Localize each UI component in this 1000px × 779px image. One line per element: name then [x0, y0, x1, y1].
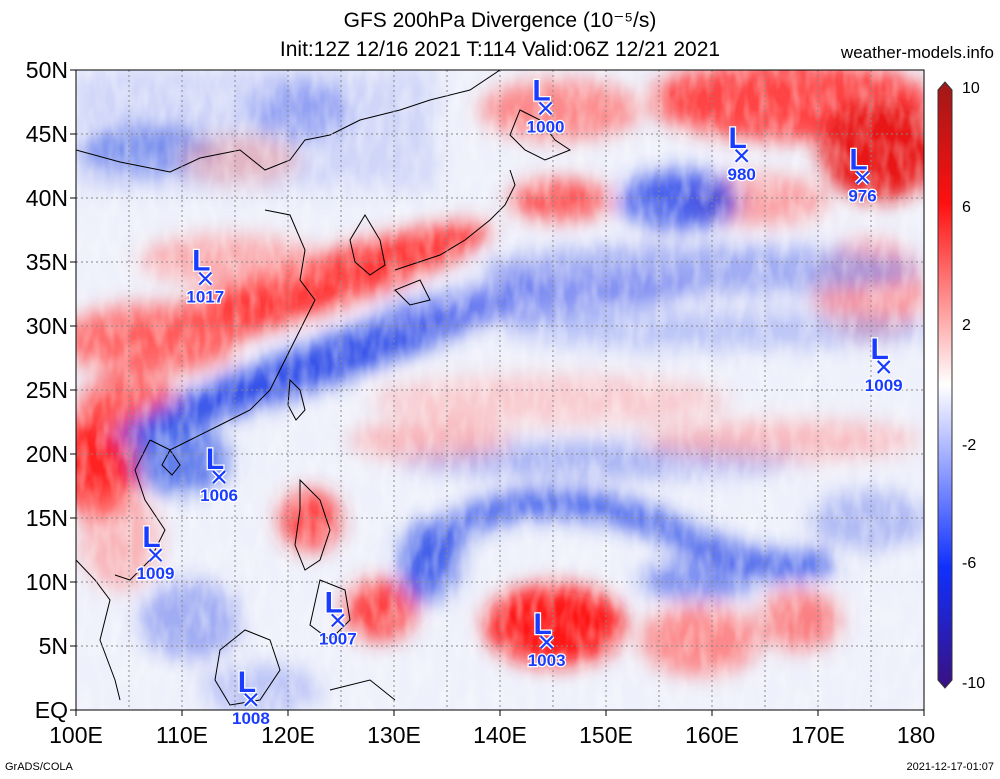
low-pressure-value: 1008 — [232, 709, 270, 728]
low-pressure-marker: L 1003 — [526, 607, 566, 672]
low-pressure-value: 1003 — [528, 651, 566, 670]
low-pressure-value: 1006 — [200, 486, 238, 505]
low-center-cross — [244, 692, 258, 707]
low-letter: L — [192, 245, 210, 278]
low-pressure-value: 1007 — [319, 629, 357, 648]
colorbar-label-10: 10 — [962, 80, 980, 97]
low-letter: L — [533, 608, 551, 641]
low-pressure-markers: L 1000 L 980 L 976 L 1017 L 1009 L 1006 L 1009 L 1007 L 1… — [135, 73, 904, 730]
lat-label-10n: 10N — [25, 569, 68, 595]
low-center-cross — [855, 170, 870, 185]
lat-label-35n: 35N — [25, 249, 68, 275]
low-pressure-marker: L 1006 — [199, 442, 239, 507]
low-pressure-marker: L 1008 — [231, 665, 271, 730]
low-pressure-marker: L 976 — [847, 142, 878, 207]
low-letter: L — [206, 443, 224, 476]
low-pressure-value: 1017 — [186, 288, 224, 307]
low-pressure-marker: L 1000 — [525, 73, 565, 137]
low-pressure-value: 1000 — [527, 117, 565, 136]
low-pressure-marker: L 1017 — [185, 243, 225, 308]
axis-ticks — [70, 69, 925, 716]
low-center-cross — [212, 470, 226, 484]
lon-label-140e: 140E — [473, 722, 527, 748]
lat-label-25n: 25N — [25, 377, 68, 403]
low-center-cross — [539, 635, 554, 649]
lat-label-20n: 20N — [25, 441, 68, 467]
site-label: weather-models.info — [840, 43, 994, 62]
lon-label-120e: 120E — [261, 722, 315, 748]
low-pressure-marker: L 1007 — [318, 585, 358, 650]
lat-label-eq: EQ — [34, 697, 68, 723]
lat-label-40n: 40N — [25, 185, 68, 211]
colorbar-label-neg2: -2 — [962, 437, 977, 454]
lat-label-30n: 30N — [25, 313, 68, 339]
lat-label-15n: 15N — [25, 505, 68, 531]
low-letter: L — [238, 666, 256, 699]
low-pressure-marker: L 980 — [726, 121, 757, 186]
low-letter: L — [871, 333, 889, 366]
lat-label-50n: 50N — [25, 57, 68, 83]
low-center-cross — [198, 271, 213, 286]
low-pressure-value: 976 — [848, 187, 876, 206]
lon-label-110e: 110E — [155, 722, 208, 748]
generation-timestamp: 2021-12-17-01:07 — [906, 761, 994, 773]
low-letter: L — [142, 521, 160, 554]
colorbar — [937, 81, 953, 689]
low-center-cross — [331, 613, 345, 628]
low-letter: L — [849, 144, 867, 177]
lon-label-100e: 100E — [49, 722, 103, 748]
low-pressure-value: 1009 — [137, 564, 175, 583]
low-center-cross — [538, 101, 553, 116]
map-title: GFS 200hPa Divergence (10⁻⁵/s) — [343, 9, 657, 32]
lon-label-180: 180 — [896, 722, 936, 748]
low-pressure-value: 980 — [727, 165, 755, 184]
lon-label-130e: 130E — [367, 722, 421, 748]
lat-label-45n: 45N — [25, 121, 68, 147]
low-center-cross — [148, 548, 163, 562]
lat-label-5n: 5N — [38, 633, 68, 659]
colorbar-label-neg6: -6 — [962, 555, 977, 572]
lon-label-170e: 170E — [791, 722, 845, 748]
lon-label-150e: 150E — [579, 722, 633, 748]
low-pressure-value: 1009 — [865, 376, 903, 395]
grads-credit: GrADS/COLA — [5, 761, 73, 773]
low-center-cross — [734, 148, 749, 163]
colorbar-label-6: 6 — [962, 199, 971, 216]
low-pressure-marker: L 1009 — [135, 520, 175, 585]
graticule — [76, 70, 924, 710]
low-center-cross — [876, 360, 891, 374]
colorbar-label-neg10: -10 — [962, 675, 986, 692]
colorbar-label-2: 2 — [962, 317, 971, 334]
low-letter: L — [325, 586, 343, 619]
map-subtitle: Init:12Z 12/16 2021 T:114 Valid:06Z 12/2… — [279, 38, 721, 61]
low-letter: L — [729, 122, 747, 155]
lon-label-160e: 160E — [685, 722, 739, 748]
low-letter: L — [532, 74, 550, 107]
low-pressure-marker: L 1009 — [864, 332, 904, 397]
